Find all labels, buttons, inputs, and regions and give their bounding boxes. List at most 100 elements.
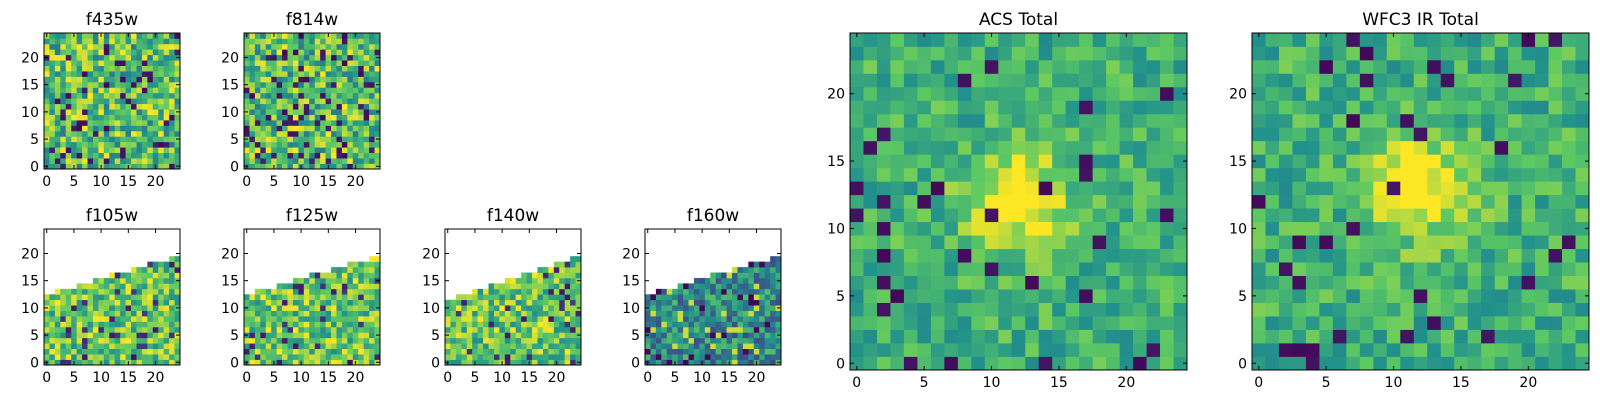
heatmap-cell bbox=[265, 310, 272, 317]
heatmap-cell bbox=[775, 283, 782, 290]
heatmap-cell bbox=[76, 316, 83, 322]
heatmap-cell bbox=[1092, 154, 1107, 169]
heatmap-cell bbox=[1508, 73, 1522, 88]
heatmap-cell bbox=[704, 283, 711, 290]
heatmap-cell bbox=[125, 136, 132, 143]
heatmap-cell bbox=[92, 76, 99, 83]
heatmap-cell bbox=[1079, 73, 1093, 88]
heatmap-cell bbox=[1146, 46, 1161, 61]
heatmap-cell bbox=[515, 316, 522, 322]
heatmap-cell bbox=[759, 354, 766, 360]
heatmap-cell bbox=[445, 316, 451, 322]
heatmap-cell bbox=[320, 288, 326, 295]
heatmap-cell bbox=[169, 33, 175, 39]
heatmap-cell bbox=[1079, 302, 1093, 317]
heatmap-cell bbox=[510, 277, 517, 284]
heatmap-cell bbox=[753, 343, 760, 350]
heatmap-cell bbox=[1278, 343, 1293, 357]
heatmap-cell bbox=[699, 326, 706, 333]
heatmap-cell bbox=[341, 92, 348, 99]
heatmap-cell bbox=[249, 130, 256, 137]
heatmap-cell bbox=[1454, 140, 1469, 155]
heatmap-cell bbox=[141, 71, 148, 77]
heatmap-cell bbox=[450, 348, 457, 355]
heatmap-cell bbox=[532, 277, 538, 284]
heatmap-cell bbox=[1386, 221, 1401, 236]
heatmap-cell bbox=[1481, 154, 1495, 169]
heatmap-cell bbox=[890, 167, 905, 182]
heatmap-cell bbox=[249, 359, 256, 366]
heatmap-cell bbox=[352, 261, 359, 268]
heatmap-cell bbox=[276, 305, 283, 311]
heatmap-cell bbox=[1562, 167, 1576, 182]
heatmap-cell bbox=[282, 65, 288, 72]
heatmap-cell bbox=[131, 141, 137, 148]
heatmap-cell bbox=[98, 114, 105, 121]
heatmap-cell bbox=[103, 76, 110, 83]
heatmap-cell bbox=[570, 277, 576, 284]
heatmap-cell bbox=[271, 114, 277, 121]
heatmap-cell bbox=[553, 321, 560, 328]
heatmap-cell bbox=[721, 310, 727, 317]
heatmap-cell bbox=[163, 299, 170, 306]
heatmap-cell bbox=[82, 359, 88, 366]
heatmap-cell bbox=[570, 343, 576, 350]
heatmap-cell bbox=[163, 332, 170, 339]
heatmap-cell bbox=[147, 130, 154, 137]
heatmap-cell bbox=[944, 33, 959, 47]
y-tick-label: 5 bbox=[230, 328, 239, 344]
heatmap-cell bbox=[44, 310, 50, 317]
heatmap-cell bbox=[759, 316, 766, 322]
heatmap-cell bbox=[1562, 194, 1576, 209]
heatmap-cell bbox=[1052, 154, 1067, 169]
heatmap-cell bbox=[82, 348, 88, 355]
heatmap-cell bbox=[559, 354, 566, 360]
heatmap-cell bbox=[1265, 167, 1280, 182]
heatmap-cell bbox=[347, 60, 354, 66]
heatmap-cell bbox=[369, 348, 375, 355]
y-tick-label: 0 bbox=[1238, 356, 1247, 372]
heatmap-cell bbox=[693, 348, 700, 355]
heatmap-cell bbox=[114, 294, 121, 301]
heatmap-cell bbox=[732, 316, 738, 322]
heatmap-cell bbox=[125, 43, 132, 50]
heatmap-cell bbox=[1160, 343, 1174, 357]
heatmap-cell bbox=[1454, 113, 1469, 128]
heatmap-cell bbox=[44, 348, 50, 355]
heatmap-cell bbox=[341, 81, 348, 88]
heatmap-cell bbox=[336, 343, 343, 350]
heatmap-cell bbox=[532, 326, 538, 333]
heatmap-cell bbox=[331, 277, 337, 284]
heatmap-cell bbox=[1025, 127, 1040, 142]
heatmap-cell bbox=[704, 359, 711, 366]
heatmap-cell bbox=[54, 294, 61, 301]
heatmap-cell bbox=[661, 343, 668, 350]
heatmap-cell bbox=[71, 65, 77, 72]
heatmap-cell bbox=[87, 103, 94, 110]
heatmap-cell bbox=[548, 288, 555, 295]
heatmap-cell bbox=[1065, 59, 1080, 74]
heatmap-cell bbox=[347, 332, 354, 339]
heatmap-cell bbox=[917, 302, 932, 317]
heatmap-cell bbox=[265, 87, 272, 94]
heatmap-cell bbox=[265, 163, 272, 170]
heatmap-cell bbox=[1106, 356, 1120, 371]
heatmap-cell bbox=[1346, 302, 1361, 317]
heatmap-cell bbox=[930, 46, 945, 61]
heatmap-cell bbox=[320, 103, 326, 110]
heatmap-cell bbox=[71, 354, 77, 360]
heatmap-cell bbox=[109, 337, 116, 344]
heatmap-cell bbox=[336, 152, 343, 159]
heatmap-cell bbox=[971, 181, 986, 196]
heatmap-cell bbox=[125, 321, 132, 328]
heatmap-cell bbox=[559, 321, 566, 328]
heatmap-cell bbox=[98, 332, 105, 339]
heatmap-cell bbox=[726, 316, 733, 322]
heatmap-cell bbox=[542, 299, 549, 306]
heatmap-cell bbox=[957, 140, 972, 155]
heatmap-cell bbox=[309, 136, 316, 143]
heatmap-cell bbox=[109, 109, 116, 115]
heatmap-cell bbox=[363, 343, 370, 350]
heatmap-cell bbox=[1305, 59, 1320, 74]
heatmap-cell bbox=[1305, 329, 1320, 344]
